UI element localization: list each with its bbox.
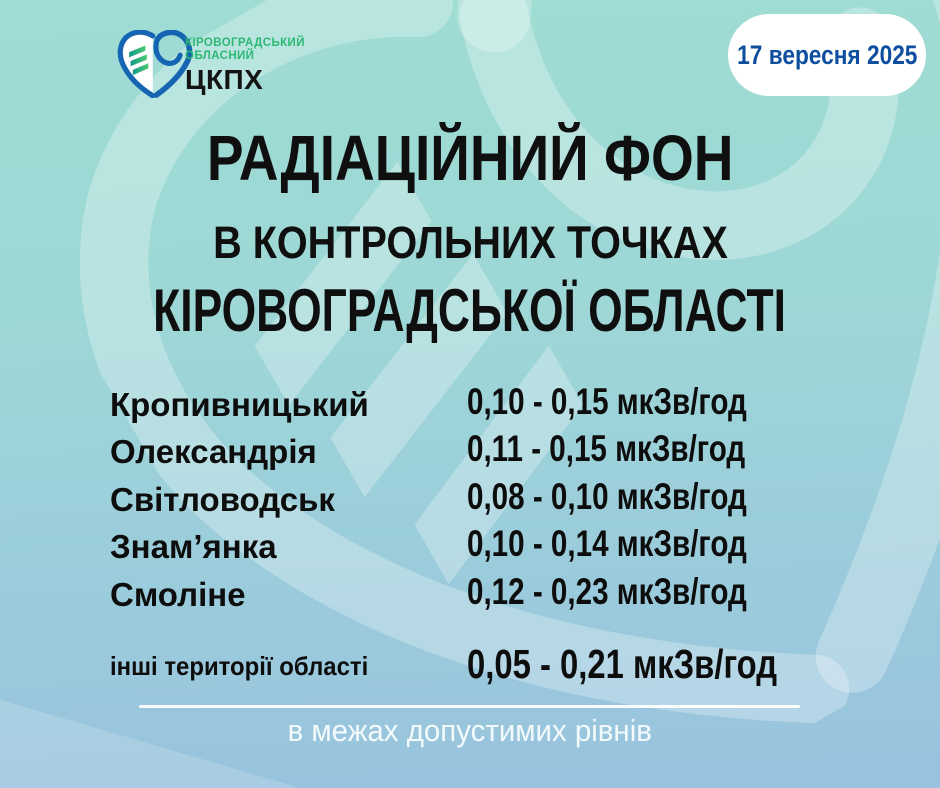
logo-org-line1: КІРОВОГРАДСЬКИЙ [185,37,305,49]
date-badge-text: 17 вересня 2025 [736,39,918,70]
date-badge: 17 вересня 2025 [728,14,926,96]
location-label: Олександрія [110,433,317,471]
logo-abbr: ЦКПХ [185,64,264,95]
reading-value: 0,10 - 0,14 мкЗв/год [467,523,747,565]
reading-value: 0,08 - 0,10 мкЗв/год [467,475,747,517]
values-column: 0,10 - 0,15 мкЗв/год 0,11 - 0,15 мкЗв/го… [467,378,817,615]
footer-note: в межах допустимих рівнів [287,713,653,748]
page-title: РАДІАЦІЙНИЙ ФОН В КОНТРОЛЬНИХ ТОЧКАХ КІР… [0,126,940,341]
other-territories-label: інші території області [110,651,369,681]
title-line3: КІРОВОГРАДСЬКОЇ ОБЛАСТІ [153,277,787,344]
title-line2: В КОНТРОЛЬНИХ ТОЧКАХ [212,217,728,268]
reading-value: 0,10 - 0,15 мкЗв/год [467,381,747,422]
location-label: Світловодськ [110,480,335,518]
other-territories-value: 0,05 - 0,21 мкЗв/год [467,641,778,687]
location-label: Смоліне [110,575,246,613]
reading-value: 0,11 - 0,15 мкЗв/год [467,428,746,470]
reading-value: 0,12 - 0,23 мкЗв/год [467,570,747,612]
footer-divider [139,705,800,708]
locations-column: Кропивницький Олександрія Світловодськ З… [110,381,369,618]
logo-org-line2: ОБЛАСНИЙ [185,50,255,62]
title-line1: РАДІАЦІЙНИЙ ФОН [206,122,734,194]
location-label: Кропивницький [110,386,369,423]
logo-lockup: КІРОВОГРАДСЬКИЙ ОБЛАСНИЙ ЦКПХ [185,37,305,94]
location-label: Знам’янка [110,528,277,566]
logo-shield-icon [117,30,193,98]
